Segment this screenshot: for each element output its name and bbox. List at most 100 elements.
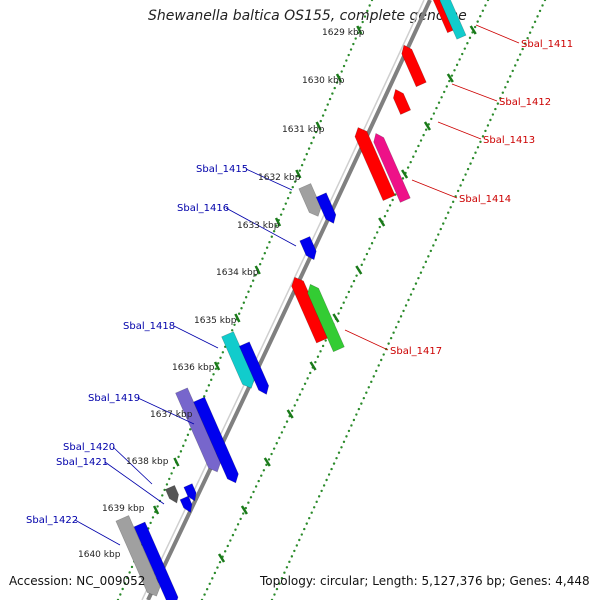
scale-tick-left-dot bbox=[233, 323, 236, 326]
scale-major-tick bbox=[217, 553, 226, 563]
leader-line bbox=[137, 397, 195, 425]
scale-tick-outer-dot bbox=[479, 140, 482, 144]
scale-tick-right-dot bbox=[422, 133, 425, 137]
scale-tick-right-dot bbox=[213, 571, 217, 575]
gene-label-reverse[interactable]: Sbal_1421 bbox=[56, 457, 108, 468]
scale-tick-right-dot bbox=[321, 344, 325, 348]
scale-tick-right-dot bbox=[223, 550, 227, 553]
scale-tick-right-dot bbox=[298, 393, 302, 396]
scale-tick-left-dot bbox=[284, 202, 287, 205]
leader-line bbox=[225, 207, 297, 247]
scale-label: 1634 kbp bbox=[216, 268, 259, 278]
scale-tick-left-dot bbox=[182, 444, 185, 448]
scale-tick-left-dot bbox=[219, 356, 222, 359]
scale-tick-outer-dot bbox=[434, 238, 437, 242]
scale-tick-right-dot bbox=[226, 544, 229, 548]
scale-tick-outer-dot bbox=[387, 342, 390, 345]
scale-tick-outer-dot bbox=[308, 516, 311, 520]
topology-summary: Topology: circular; Length: 5,127,376 bp… bbox=[260, 574, 590, 588]
scale-tick-outer-dot bbox=[466, 167, 470, 171]
scale-tick-outer-dot bbox=[347, 429, 351, 433]
scale-tick-outer-dot bbox=[394, 326, 398, 329]
scale-tick-right-dot bbox=[252, 490, 255, 494]
leader-line bbox=[411, 179, 458, 199]
scale-tick-left-dot bbox=[128, 571, 131, 574]
scale-tick-right-dot bbox=[391, 198, 394, 202]
scale-tick-outer-dot bbox=[300, 533, 303, 536]
scale-tick-right-dot bbox=[267, 458, 271, 461]
scale-label: 1629 kbp bbox=[322, 28, 365, 38]
scale-tick-left-dot bbox=[217, 362, 220, 365]
scale-tick-left-dot bbox=[356, 31, 360, 35]
scale-major-tick bbox=[213, 361, 221, 371]
gene-label-reverse[interactable]: Sbal_1418 bbox=[123, 321, 175, 332]
scale-tick-right-dot bbox=[468, 36, 472, 40]
scale-tick-outer-dot bbox=[474, 151, 477, 154]
scale-tick-outer-dot bbox=[377, 364, 380, 367]
scale-tick-left-dot bbox=[347, 53, 350, 57]
scale-tick-left-dot bbox=[270, 235, 273, 238]
scale-tick-left-dot bbox=[249, 285, 253, 288]
gene-sbal-1417-red bbox=[291, 276, 329, 344]
gene-features bbox=[115, 0, 467, 600]
scale-tick-left-dot bbox=[156, 505, 159, 508]
scale-tick-right-dot bbox=[275, 442, 278, 445]
scale-tick-outer-dot bbox=[501, 91, 505, 94]
gene-label-reverse[interactable]: Sbal_1415 bbox=[196, 164, 248, 175]
scale-tick-left-dot bbox=[240, 307, 243, 310]
scale-tick-left-dot bbox=[361, 20, 364, 24]
scale-tick-left-dot bbox=[326, 103, 329, 106]
gene-label-reverse[interactable]: Sbal_1420 bbox=[63, 442, 115, 453]
scale-tick-right-dot bbox=[208, 582, 211, 585]
gene-label-reverse[interactable]: Sbal_1416 bbox=[177, 203, 229, 214]
leader-line bbox=[104, 461, 165, 505]
scale-tick-outer-dot bbox=[464, 173, 467, 176]
scale-tick-left-dot bbox=[242, 301, 246, 304]
gene-sbal-1416 bbox=[299, 236, 317, 261]
scale-tick-left-dot bbox=[370, 0, 374, 2]
scale-tick-right-dot bbox=[352, 279, 356, 283]
scale-tick-outer-dot bbox=[342, 440, 346, 444]
scale-tick-outer-dot bbox=[516, 58, 519, 62]
scale-tick-outer-dot bbox=[280, 576, 284, 580]
scale-tick-outer-dot bbox=[461, 178, 465, 182]
scale-tick-right-dot bbox=[296, 398, 299, 402]
gene-label-forward[interactable]: Sbal_1413 bbox=[483, 135, 535, 146]
scale-tick-outer-dot bbox=[285, 566, 289, 569]
scale-tick-left-dot bbox=[247, 290, 250, 293]
gene-sbal-1412 bbox=[401, 44, 427, 88]
scale-tick-outer-dot bbox=[439, 227, 442, 231]
scale-tick-outer-dot bbox=[407, 298, 410, 302]
scale-tick-outer-dot bbox=[523, 42, 527, 45]
scale-tick-left-dot bbox=[205, 389, 208, 393]
scale-tick-left-dot bbox=[121, 587, 124, 591]
scale-major-tick bbox=[263, 457, 271, 467]
scale-tick-right-dot bbox=[260, 474, 263, 477]
leader-line bbox=[74, 519, 121, 546]
scale-tick-left-dot bbox=[244, 296, 248, 299]
scale-tick-outer-dot bbox=[424, 260, 428, 264]
scale-tick-right-dot bbox=[373, 236, 376, 240]
gene-label-forward[interactable]: Sbal_1417 bbox=[390, 346, 442, 357]
scale-tick-right-dot bbox=[445, 85, 448, 88]
gene-label-forward[interactable]: Sbal_1412 bbox=[499, 97, 551, 108]
gene-label-reverse[interactable]: Sbal_1422 bbox=[26, 515, 78, 526]
scale-tick-outer-dot bbox=[367, 386, 370, 389]
scale-tick-left-dot bbox=[314, 130, 318, 134]
scale-tick-left-dot bbox=[282, 207, 285, 211]
scale-tick-left-dot bbox=[321, 114, 325, 117]
scale-tick-left-dot bbox=[328, 97, 332, 101]
scale-tick-right-dot bbox=[355, 274, 358, 277]
scale-tick-left-dot bbox=[165, 483, 169, 486]
scale-tick-outer-dot bbox=[340, 446, 343, 449]
scale-tick-right-dot bbox=[479, 15, 482, 18]
scale-tick-right-dot bbox=[412, 155, 415, 158]
gene-label-forward[interactable]: Sbal_1411 bbox=[521, 39, 573, 50]
backbone-shadow bbox=[141, 0, 425, 600]
gene-sbal-1417 bbox=[307, 283, 345, 353]
scale-tick-outer-dot bbox=[399, 315, 403, 318]
leader-line bbox=[475, 24, 520, 44]
scale-tick-outer-dot bbox=[499, 96, 502, 100]
gene-label-reverse[interactable]: Sbal_1419 bbox=[88, 393, 140, 404]
gene-label-forward[interactable]: Sbal_1414 bbox=[459, 194, 511, 205]
